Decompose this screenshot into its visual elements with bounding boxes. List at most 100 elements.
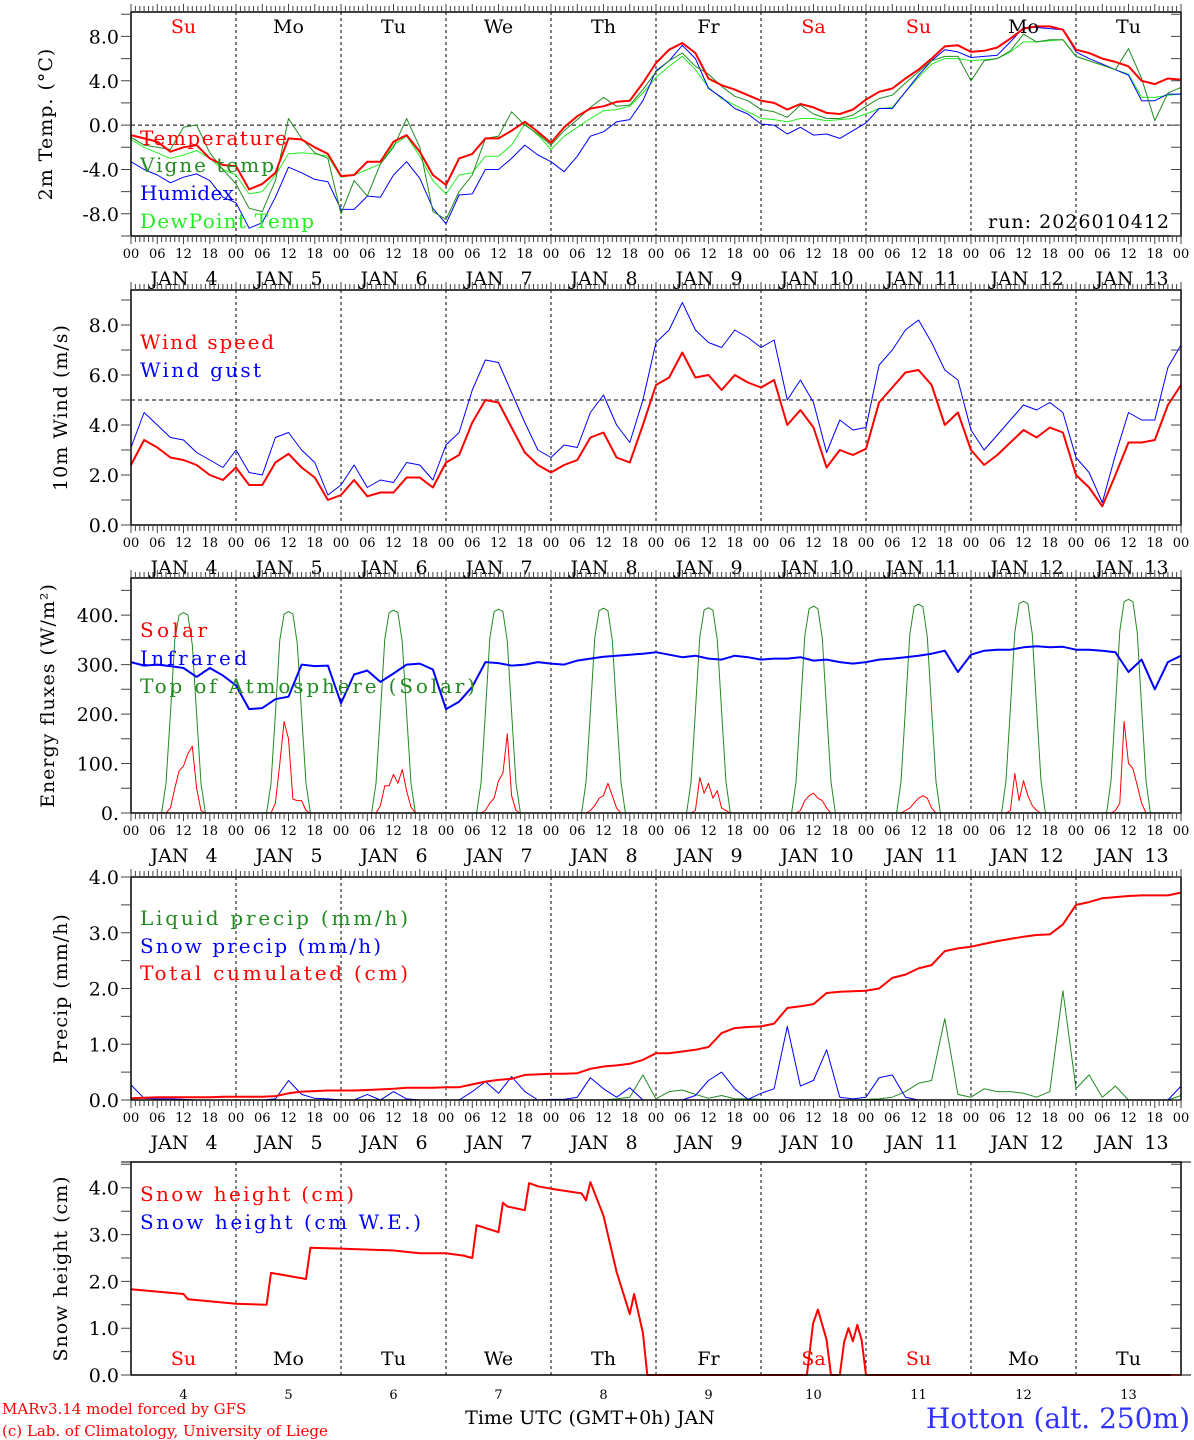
weekday-label: Sa [801, 1348, 825, 1370]
date-month-label: JAN [359, 1132, 399, 1154]
hour-tick-label: 12 [595, 824, 612, 839]
hour-tick-label: 06 [569, 247, 586, 262]
hour-ticks [130, 570, 1182, 821]
run-label: run: 2026010412 [988, 211, 1170, 233]
hour-tick-label: 00 [228, 247, 245, 262]
date-day-label: 7 [520, 557, 532, 579]
weekday-label: Tu [381, 1348, 406, 1370]
hour-tick-label: 06 [989, 824, 1006, 839]
y-tick-label: -4.0 [82, 159, 119, 181]
hour-tick-label: 00 [1173, 1111, 1190, 1126]
hour-tick-label: 06 [989, 247, 1006, 262]
date-month-label: JAN [464, 268, 504, 290]
lab-credit: (c) Lab. of Climatology, University of L… [2, 1422, 328, 1440]
hour-tick-label: 00 [1068, 536, 1085, 551]
date-day-label: 12 [1039, 557, 1063, 579]
date-month-label: JAN [569, 557, 609, 579]
weekday-label: Fr [697, 16, 720, 38]
hour-tick-label: 00 [438, 536, 455, 551]
hour-tick-label: 12 [595, 1111, 612, 1126]
date-day-label: 8 [625, 557, 637, 579]
weekday-label: Th [591, 16, 616, 38]
hour-tick-label: 00 [1173, 824, 1190, 839]
weekday-label: Tu [1116, 1348, 1141, 1370]
hour-tick-label: 00 [123, 1111, 140, 1126]
y-tick-label: 300. [77, 655, 119, 677]
hour-tick-label: 12 [1015, 536, 1032, 551]
date-day-label: 7 [520, 845, 532, 867]
hour-tick-label: 06 [1094, 1111, 1111, 1126]
date-month-label: JAN [674, 845, 714, 867]
hour-tick-label: 12 [805, 536, 822, 551]
date-month-label: JAN [254, 557, 294, 579]
hour-tick-label: 00 [333, 536, 350, 551]
hour-tick-label: 00 [228, 1111, 245, 1126]
hour-tick-label: 12 [1015, 247, 1032, 262]
hour-tick-label: 12 [490, 536, 507, 551]
weekday-label: Mo [1008, 1348, 1039, 1370]
date-day-label: 10 [829, 268, 853, 290]
hour-tick-label: 06 [149, 824, 166, 839]
y-tick-label: 6.0 [89, 365, 119, 387]
day-number-label: 10 [805, 1388, 822, 1403]
hour-tick-label: 18 [306, 1111, 323, 1126]
hour-tick-label: 06 [254, 247, 271, 262]
hour-tick-label: 12 [385, 247, 402, 262]
legend-entry: Snow height (cm) [140, 1182, 354, 1206]
date-day-label: 7 [520, 1132, 532, 1154]
weekday-label: Mo [1008, 16, 1039, 38]
date-month-label: JAN [989, 1132, 1029, 1154]
day-number-label: 7 [494, 1388, 502, 1403]
hour-tick-label: 06 [779, 824, 796, 839]
hour-tick-label: 00 [858, 824, 875, 839]
y-ticks [121, 589, 1181, 814]
date-day-label: 13 [1144, 557, 1168, 579]
model-credit: MARv3.14 model forced by GFS [2, 1400, 246, 1418]
day-number-label: 8 [599, 1388, 607, 1403]
hour-tick-label: 00 [753, 824, 770, 839]
y-tick-label: 8.0 [89, 26, 119, 48]
day-number-label: 13 [1120, 1388, 1137, 1403]
hour-tick-label: 12 [280, 536, 297, 551]
hour-tick-label: 18 [411, 824, 428, 839]
legend-entry: Wind speed [140, 330, 274, 354]
date-day-label: 11 [934, 557, 958, 579]
hour-tick-label: 06 [359, 1111, 376, 1126]
day-number-label: 12 [1015, 1388, 1032, 1403]
hour-tick-label: 00 [648, 1111, 665, 1126]
hour-tick-label: 06 [1094, 824, 1111, 839]
date-month-label: JAN [149, 1132, 189, 1154]
hour-tick-label: 00 [963, 247, 980, 262]
hour-tick-label: 18 [411, 536, 428, 551]
hour-tick-label: 00 [753, 1111, 770, 1126]
legend-entry: DewPoint Temp [140, 209, 314, 233]
date-month-label: JAN [779, 557, 819, 579]
hour-tick-label: 06 [464, 536, 481, 551]
hour-tick-label: 12 [280, 247, 297, 262]
y-tick-label: 3.0 [89, 923, 119, 945]
hour-tick-label: 06 [149, 247, 166, 262]
hour-tick-label: 12 [385, 824, 402, 839]
y-tick-label: 2.0 [89, 465, 119, 487]
hour-tick-label: 00 [333, 247, 350, 262]
y-axis-label: Snow height (cm) [50, 1175, 72, 1361]
date-day-label: 6 [415, 268, 427, 290]
y-tick-label: 8.0 [89, 315, 119, 337]
hour-tick-label: 18 [726, 536, 743, 551]
hour-tick-label: 06 [359, 536, 376, 551]
hour-tick-label: 12 [700, 824, 717, 839]
date-month-label: JAN [149, 268, 189, 290]
legend-entry: Humidex [140, 181, 235, 205]
date-month-label: JAN [989, 845, 1029, 867]
date-month-label: JAN [674, 1132, 714, 1154]
date-month-label: JAN [569, 845, 609, 867]
date-day-label: 12 [1039, 845, 1063, 867]
y-tick-label: 2.0 [89, 1271, 119, 1293]
day-number-label: 6 [389, 1388, 397, 1403]
hour-tick-label: 12 [1120, 1111, 1137, 1126]
date-month-label: JAN [359, 557, 399, 579]
hour-tick-label: 06 [884, 247, 901, 262]
date-day-label: 13 [1144, 1132, 1168, 1154]
y-axis-label: Precip (mm/h) [50, 913, 72, 1064]
weekday-label: Sa [801, 16, 825, 38]
